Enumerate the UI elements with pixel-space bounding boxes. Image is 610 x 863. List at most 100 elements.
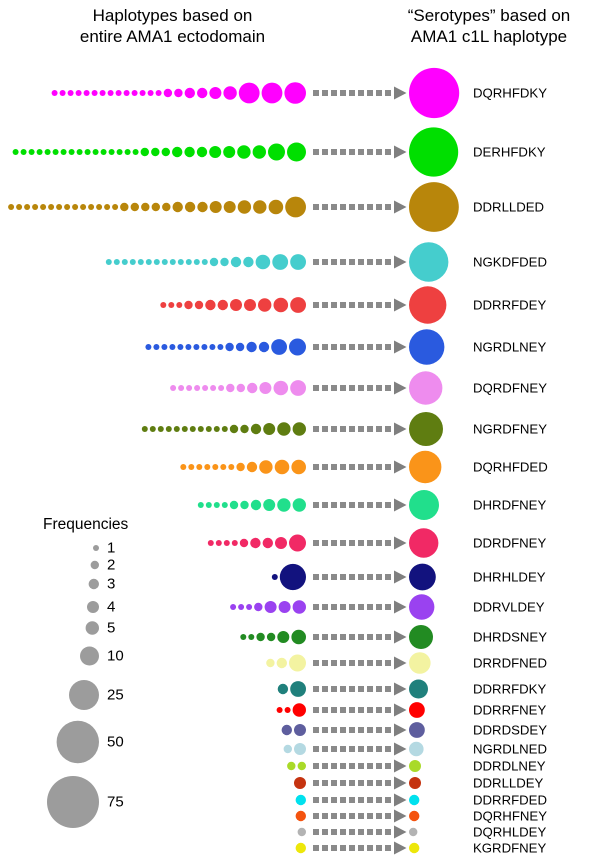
- arrow-dash: [313, 845, 319, 851]
- haplotype-dot: [289, 534, 306, 552]
- arrow-head: [394, 742, 407, 756]
- serotype-circle: [409, 563, 436, 591]
- arrow-head: [394, 793, 407, 807]
- serotype-circle: [409, 702, 425, 718]
- haplotype-dot: [193, 259, 200, 265]
- haplotype-dot: [210, 385, 217, 391]
- serotype-label: NGRDLNEY: [473, 340, 546, 355]
- haplotype-dot: [246, 341, 257, 353]
- arrow-head: [394, 86, 407, 100]
- arrow-dash: [349, 746, 355, 752]
- arrow-dash: [340, 90, 346, 96]
- haplotype-dot: [243, 256, 254, 268]
- haplotype-dot: [186, 385, 193, 391]
- haplotype-dot: [155, 90, 162, 96]
- arrow-head: [394, 255, 407, 269]
- arrow-dash: [385, 763, 391, 769]
- haplotype-dot: [124, 149, 131, 155]
- haplotype-dot: [285, 196, 306, 218]
- haplotype-dot: [32, 204, 39, 210]
- haplotype-dot: [51, 90, 58, 96]
- haplotype-dot: [184, 300, 193, 310]
- arrow-dash: [349, 727, 355, 733]
- serotype-label: DQRHFDED: [473, 460, 548, 475]
- arrow-dash: [358, 604, 364, 610]
- haplotype-dot: [163, 88, 173, 98]
- arrow-dash: [358, 540, 364, 546]
- arrow-dash: [367, 259, 373, 265]
- haplotype-dot: [104, 204, 111, 210]
- haplotype-dot: [180, 464, 187, 470]
- haplotype-row: DQRHFDKY: [51, 67, 547, 119]
- arrow-dash: [349, 660, 355, 666]
- haplotype-dot: [178, 385, 185, 391]
- arrow-head: [394, 145, 407, 159]
- haplotype-dot: [294, 724, 306, 736]
- arrow-dash: [349, 385, 355, 391]
- arrow-dash: [385, 502, 391, 508]
- haplotype-dot: [147, 90, 154, 96]
- legend-value: 3: [107, 576, 115, 593]
- haplotype-dot: [262, 537, 273, 549]
- haplotype-dot: [197, 502, 204, 508]
- haplotype-dot: [196, 146, 208, 158]
- arrow-dash: [322, 727, 328, 733]
- arrow-dash: [340, 634, 346, 640]
- haplotype-dot: [246, 604, 253, 610]
- haplotype-row: DDRRFDKY: [277, 679, 546, 699]
- arrow-head: [394, 498, 407, 512]
- arrow-dash: [322, 344, 328, 350]
- arrow-head: [394, 460, 407, 474]
- arrow-dash: [331, 845, 337, 851]
- arrow-dash: [313, 464, 319, 470]
- arrow-dash: [358, 829, 364, 835]
- arrow-dash: [367, 780, 373, 786]
- haplotype-dot: [240, 634, 247, 640]
- haplotype-dot: [28, 149, 35, 155]
- haplotype-dot: [59, 90, 66, 96]
- serotype-label: DERHFDKY: [473, 145, 546, 160]
- haplotype-dot: [226, 383, 235, 393]
- arrow-dash: [376, 780, 382, 786]
- arrow-head: [394, 298, 407, 312]
- haplotype-dot: [246, 461, 258, 473]
- arrow-dash: [376, 574, 382, 580]
- arrow-dash: [376, 385, 382, 391]
- arrow-dash: [331, 727, 337, 733]
- haplotype-dot: [129, 259, 136, 265]
- legend-value: 25: [107, 687, 124, 704]
- haplotype-row: DDRRFNEY: [276, 702, 546, 718]
- haplotype-dot: [92, 149, 99, 155]
- haplotype-dot: [252, 145, 266, 159]
- haplotype-dot: [24, 204, 31, 210]
- haplotype-dot: [207, 540, 214, 546]
- haplotype-dot: [184, 201, 196, 213]
- arrow-dash: [358, 780, 364, 786]
- arrow-dash: [322, 746, 328, 752]
- haplotype-dot: [151, 147, 160, 157]
- left-column-title: Haplotypes based on entire AMA1 ectodoma…: [79, 6, 266, 46]
- haplotype-dot: [137, 259, 144, 265]
- arrow-dash: [331, 763, 337, 769]
- arrow-dash: [367, 829, 373, 835]
- arrow-head: [394, 759, 407, 773]
- serotype-circle: [409, 722, 425, 738]
- arrow-dash: [331, 780, 337, 786]
- arrow-dash: [331, 686, 337, 692]
- arrow-dash: [340, 746, 346, 752]
- haplotype-dot: [215, 540, 222, 546]
- serotype-label: DQRHFNEY: [473, 809, 547, 824]
- haplotype-dot: [212, 464, 219, 470]
- arrow-dash: [376, 634, 382, 640]
- serotype-circle: [409, 810, 420, 822]
- arrow-dash: [367, 707, 373, 713]
- arrow-dash: [340, 540, 346, 546]
- arrow-dash: [367, 464, 373, 470]
- haplotype-dot: [266, 658, 275, 668]
- arrow-dash: [367, 502, 373, 508]
- haplotype-dot: [291, 459, 307, 475]
- serotype-circle: [409, 594, 435, 620]
- arrow-dash: [358, 502, 364, 508]
- haplotype-dot: [185, 344, 192, 350]
- arrow-dash: [385, 813, 391, 819]
